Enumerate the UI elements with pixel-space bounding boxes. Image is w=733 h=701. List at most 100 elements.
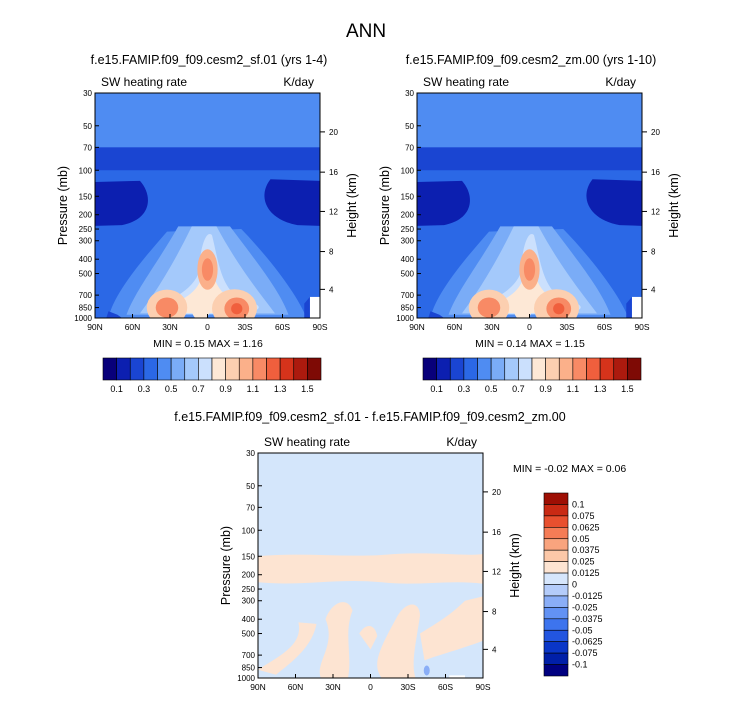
- x-tick-label: 0: [205, 322, 210, 332]
- colorbar-swatch: [572, 357, 587, 381]
- y-tick-label: 30: [405, 89, 414, 98]
- x-tick-label: 90S: [475, 682, 490, 692]
- y-tick-label: 400: [401, 255, 415, 264]
- colorbar-swatch: [543, 664, 569, 677]
- y-tick-label: 50: [405, 122, 414, 131]
- colorbar-swatch: [543, 561, 569, 574]
- height-tick-label: 16: [492, 528, 501, 537]
- colorbar-swatch: [116, 357, 131, 381]
- colorbar-swatch: [422, 357, 437, 381]
- x-tick-label: 0: [368, 682, 373, 692]
- y-tick-label: 200: [79, 211, 93, 220]
- y-tick-label: 850: [79, 304, 93, 313]
- height-tick-label: 20: [492, 488, 501, 497]
- colorbar-label: 0.0625: [572, 522, 600, 532]
- colorbar-label: 0.05: [572, 534, 590, 544]
- colorbar-swatch: [463, 357, 478, 381]
- y-axis-label-right: Height (km): [345, 173, 359, 238]
- colorbar-swatch: [543, 515, 569, 528]
- colorbar-label: 0.3: [138, 384, 151, 394]
- colorbar-3: 0.10.0750.06250.050.03750.0250.01250-0.0…: [543, 492, 603, 677]
- colorbar-swatch: [211, 357, 226, 381]
- x-tick-label: 30N: [484, 322, 500, 332]
- colorbar-label: 0.5: [485, 384, 498, 394]
- x-tick-label: 60S: [275, 322, 290, 332]
- height-tick-label: 20: [651, 128, 660, 137]
- colorbar-swatch: [543, 492, 569, 505]
- colorbar-swatch: [143, 357, 158, 381]
- colorbar-swatch: [170, 357, 186, 381]
- y-tick-label: 250: [79, 225, 93, 234]
- colorbar-label: 1.5: [621, 384, 634, 394]
- colorbar-label: -0.05: [572, 625, 593, 635]
- y-tick-label: 700: [242, 651, 256, 660]
- colorbar-label: 0.1: [572, 499, 585, 509]
- colorbar-label: -0.025: [572, 602, 598, 612]
- panel-3-title: f.e15.FAMIP.f09_f09.cesm2_sf.01 - f.e15.…: [174, 410, 565, 424]
- figure-title: ANN: [346, 21, 386, 42]
- colorbar-label: -0.0125: [572, 591, 603, 601]
- x-tick-label: 60S: [438, 682, 453, 692]
- colorbar-label: 1.3: [274, 384, 287, 394]
- y-axis-label: Pressure (mb): [219, 526, 233, 605]
- y-tick-label: 30: [83, 89, 92, 98]
- colorbar-label: 0: [572, 580, 577, 590]
- colorbar-swatch: [531, 357, 546, 381]
- colorbar-swatch: [545, 357, 560, 381]
- y-axis-label-right: Height (km): [667, 173, 681, 238]
- colorbar-swatch: [504, 357, 519, 381]
- colorbar-label: -0.0625: [572, 637, 603, 647]
- height-tick-label: 12: [329, 207, 338, 216]
- colorbar-swatch: [543, 629, 569, 642]
- y-tick-label: 70: [405, 143, 414, 152]
- colorbar-swatch: [543, 549, 569, 562]
- colorbar-label: 0.0375: [572, 545, 600, 555]
- y-tick-label: 300: [79, 237, 93, 246]
- y-tick-label: 500: [401, 270, 415, 279]
- variable-label: SW heating rate: [423, 75, 509, 89]
- x-tick-label: 30S: [400, 682, 415, 692]
- y-axis-label: Pressure (mb): [378, 166, 392, 245]
- colorbar-swatch: [238, 357, 254, 381]
- y-tick-label: 400: [242, 615, 256, 624]
- y-tick-label: 1000: [237, 674, 255, 683]
- y-tick-label: 200: [401, 211, 415, 220]
- x-tick-label: 90S: [312, 322, 327, 332]
- y-tick-label: 850: [401, 304, 415, 313]
- y-tick-label: 70: [246, 503, 255, 512]
- x-tick-label: 30S: [559, 322, 574, 332]
- panel-2: 90N 60N 30N 0 30S 60S 90S 30 50 70 100 150 200 250 300…: [378, 75, 681, 332]
- units-label: K/day: [605, 75, 636, 89]
- colorbar-label: 0.7: [192, 384, 205, 394]
- x-tick-label: 90N: [409, 322, 425, 332]
- colorbar-2: 0.1 0.3 0.5 0.7 0.9 1.1 1.3 1.5: [422, 357, 642, 394]
- colorbar-swatch: [543, 538, 569, 551]
- colorbar-label: 0.075: [572, 511, 595, 521]
- y-tick-label: 300: [242, 597, 256, 606]
- x-tick-label: 30N: [162, 322, 178, 332]
- y-tick-label: 300: [401, 237, 415, 246]
- height-tick-label: 8: [492, 608, 497, 617]
- panel-1: 90N 60N 30N 0 30S 60S 90S 30 50 70 100 150 200 250 300…: [56, 75, 359, 332]
- height-tick-label: 8: [651, 248, 656, 257]
- x-tick-label: 30N: [325, 682, 341, 692]
- y-tick-label: 100: [79, 166, 93, 175]
- colorbar-swatch: [543, 584, 569, 597]
- colorbar-swatch: [436, 357, 451, 381]
- min-max-readout: MIN = 0.15 MAX = 1.16: [153, 338, 263, 350]
- colorbar-1: 0.1 0.3 0.5 0.7 0.9 1.1 1.3 1.5: [102, 357, 322, 394]
- units-label: K/day: [446, 435, 477, 449]
- y-tick-label: 100: [401, 166, 415, 175]
- colorbar-swatch: [599, 357, 615, 381]
- y-tick-label: 150: [79, 192, 93, 201]
- y-tick-label: 500: [242, 630, 256, 639]
- height-tick-label: 12: [492, 567, 501, 576]
- units-label: K/day: [283, 75, 314, 89]
- colorbar-label: 0.3: [458, 384, 471, 394]
- heatmap-field: [95, 93, 320, 318]
- colorbar-swatch: [184, 357, 199, 381]
- y-tick-label: 150: [401, 192, 415, 201]
- colorbar-label: 0.7: [512, 384, 525, 394]
- colorbar-label: 1.1: [247, 384, 260, 394]
- x-tick-label: 60N: [125, 322, 141, 332]
